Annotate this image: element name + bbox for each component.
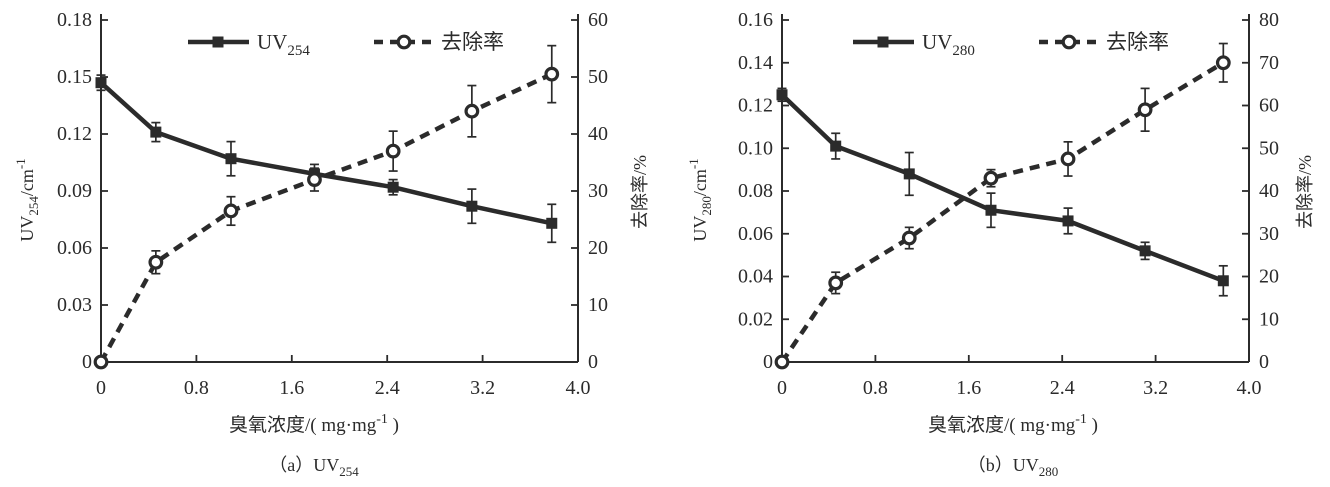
x-tick-label: 1.6 <box>279 377 304 399</box>
legend-label-0: UV254 <box>257 30 310 59</box>
x-tick-label: 0.8 <box>863 377 888 399</box>
y2-tick-label: 60 <box>1259 95 1279 117</box>
panel-b: 0 0.8 1.6 2.4 3.2 4.0 0 0.02 0.04 0.06 0.08 0.10 0.1… <box>665 0 1330 487</box>
y1-tick-label: 0.02 <box>738 308 773 330</box>
y2-tick-label: 80 <box>1259 9 1279 31</box>
legend: UV280 去除率 <box>853 30 1169 59</box>
y1-axis-label: UV254/cm-1 <box>13 158 41 241</box>
y2-tick-label: 50 <box>588 66 608 88</box>
x-tick-label: 4.0 <box>566 377 591 399</box>
x-tick-label: 3.2 <box>470 377 495 399</box>
axes: 0 0.8 1.6 2.4 3.2 4.0 0 0.02 0.04 0.06 0.08 0.10 0.1… <box>738 9 1279 399</box>
y2-tick-label: 50 <box>1259 137 1279 159</box>
series-去除率 <box>93 44 560 370</box>
y1-tick-label: 0.10 <box>738 137 773 159</box>
y2-tick-label: 60 <box>588 9 608 31</box>
y1-tick-label: 0.14 <box>738 52 773 74</box>
y1-tick-label: 0.04 <box>738 266 773 288</box>
y1-tick-label: 0.03 <box>57 294 92 316</box>
x-tick-label: 4.0 <box>1237 377 1262 399</box>
panel-caption: （a）UV254 <box>269 455 359 479</box>
legend-label-0: UV280 <box>922 30 975 59</box>
y2-tick-label: 0 <box>588 351 598 373</box>
y2-tick-label: 20 <box>588 237 608 259</box>
y2-tick-label: 40 <box>1259 180 1279 202</box>
y1-tick-label: 0.08 <box>738 180 773 202</box>
panel-a: 0 0.8 1.6 2.4 3.2 4.0 0 0.03 0.06 0.09 0.12 0.15 0.1… <box>13 9 650 479</box>
legend-label-1: 去除率 <box>1106 30 1169 54</box>
plot-area: 0 0.8 1.6 2.4 3.2 4.0 0 0.03 0.06 0.09 0.12 0.15 0.1… <box>13 9 650 479</box>
y1-tick-label: 0 <box>82 351 92 373</box>
y2-tick-label: 0 <box>1259 351 1269 373</box>
panel-caption: （b）UV280 <box>968 455 1059 479</box>
series-UV254 <box>95 74 558 244</box>
x-tick-label: 0.8 <box>184 377 209 399</box>
y2-tick-label: 40 <box>588 123 608 145</box>
x-tick-label: 2.4 <box>1050 377 1075 399</box>
y1-tick-label: 0 <box>763 351 773 373</box>
x-axis-label: 臭氧浓度/( mg·mg-1 ) <box>928 412 1098 436</box>
y2-tick-label: 30 <box>588 180 608 202</box>
legend: UV254 去除率 <box>188 30 504 59</box>
x-tick-label: 2.4 <box>375 377 400 399</box>
y1-tick-label: 0.18 <box>57 9 92 31</box>
y1-tick-label: 0.06 <box>57 237 92 259</box>
legend-label-1: 去除率 <box>441 30 504 54</box>
y1-tick-label: 0.16 <box>738 9 773 31</box>
y1-tick-label: 0.06 <box>738 223 773 245</box>
y1-tick-label: 0.09 <box>57 180 92 202</box>
y2-tick-label: 20 <box>1259 266 1279 288</box>
y2-tick-label: 10 <box>588 294 608 316</box>
chart-a-uv254: 0 0.8 1.6 2.4 3.2 4.0 0 0.03 0.06 0.09 0.12 0.15 0.1… <box>13 9 650 479</box>
y1-tick-label: 0.15 <box>57 66 92 88</box>
y2-tick-label: 10 <box>1259 308 1279 330</box>
chart-b-uv280: 0 0.8 1.6 2.4 3.2 4.0 0 0.02 0.04 0.06 0.08 0.10 0.1… <box>686 9 1315 479</box>
y1-tick-label: 0.12 <box>57 123 92 145</box>
y2-axis-label: 去除率/% <box>1295 155 1315 229</box>
x-tick-label: 3.2 <box>1143 377 1168 399</box>
series-UV280 <box>776 87 1229 297</box>
plot-area: 0 0.8 1.6 2.4 3.2 4.0 0 0.02 0.04 0.06 0.08 0.10 0.1… <box>686 9 1315 479</box>
y1-tick-label: 0.12 <box>738 95 773 117</box>
y2-axis-label: 去除率/% <box>630 155 650 229</box>
y1-axis-label: UV280/cm-1 <box>686 158 714 241</box>
series-去除率 <box>774 42 1231 370</box>
y2-tick-label: 70 <box>1259 52 1279 74</box>
x-tick-label: 1.6 <box>956 377 981 399</box>
x-tick-label: 0 <box>96 377 106 399</box>
axes: 0 0.8 1.6 2.4 3.2 4.0 0 0.03 0.06 0.09 0.12 0.15 0.1… <box>57 9 608 399</box>
y2-tick-label: 30 <box>1259 223 1279 245</box>
x-axis-label: 臭氧浓度/( mg·mg-1 ) <box>229 412 399 436</box>
x-tick-label: 0 <box>777 377 787 399</box>
